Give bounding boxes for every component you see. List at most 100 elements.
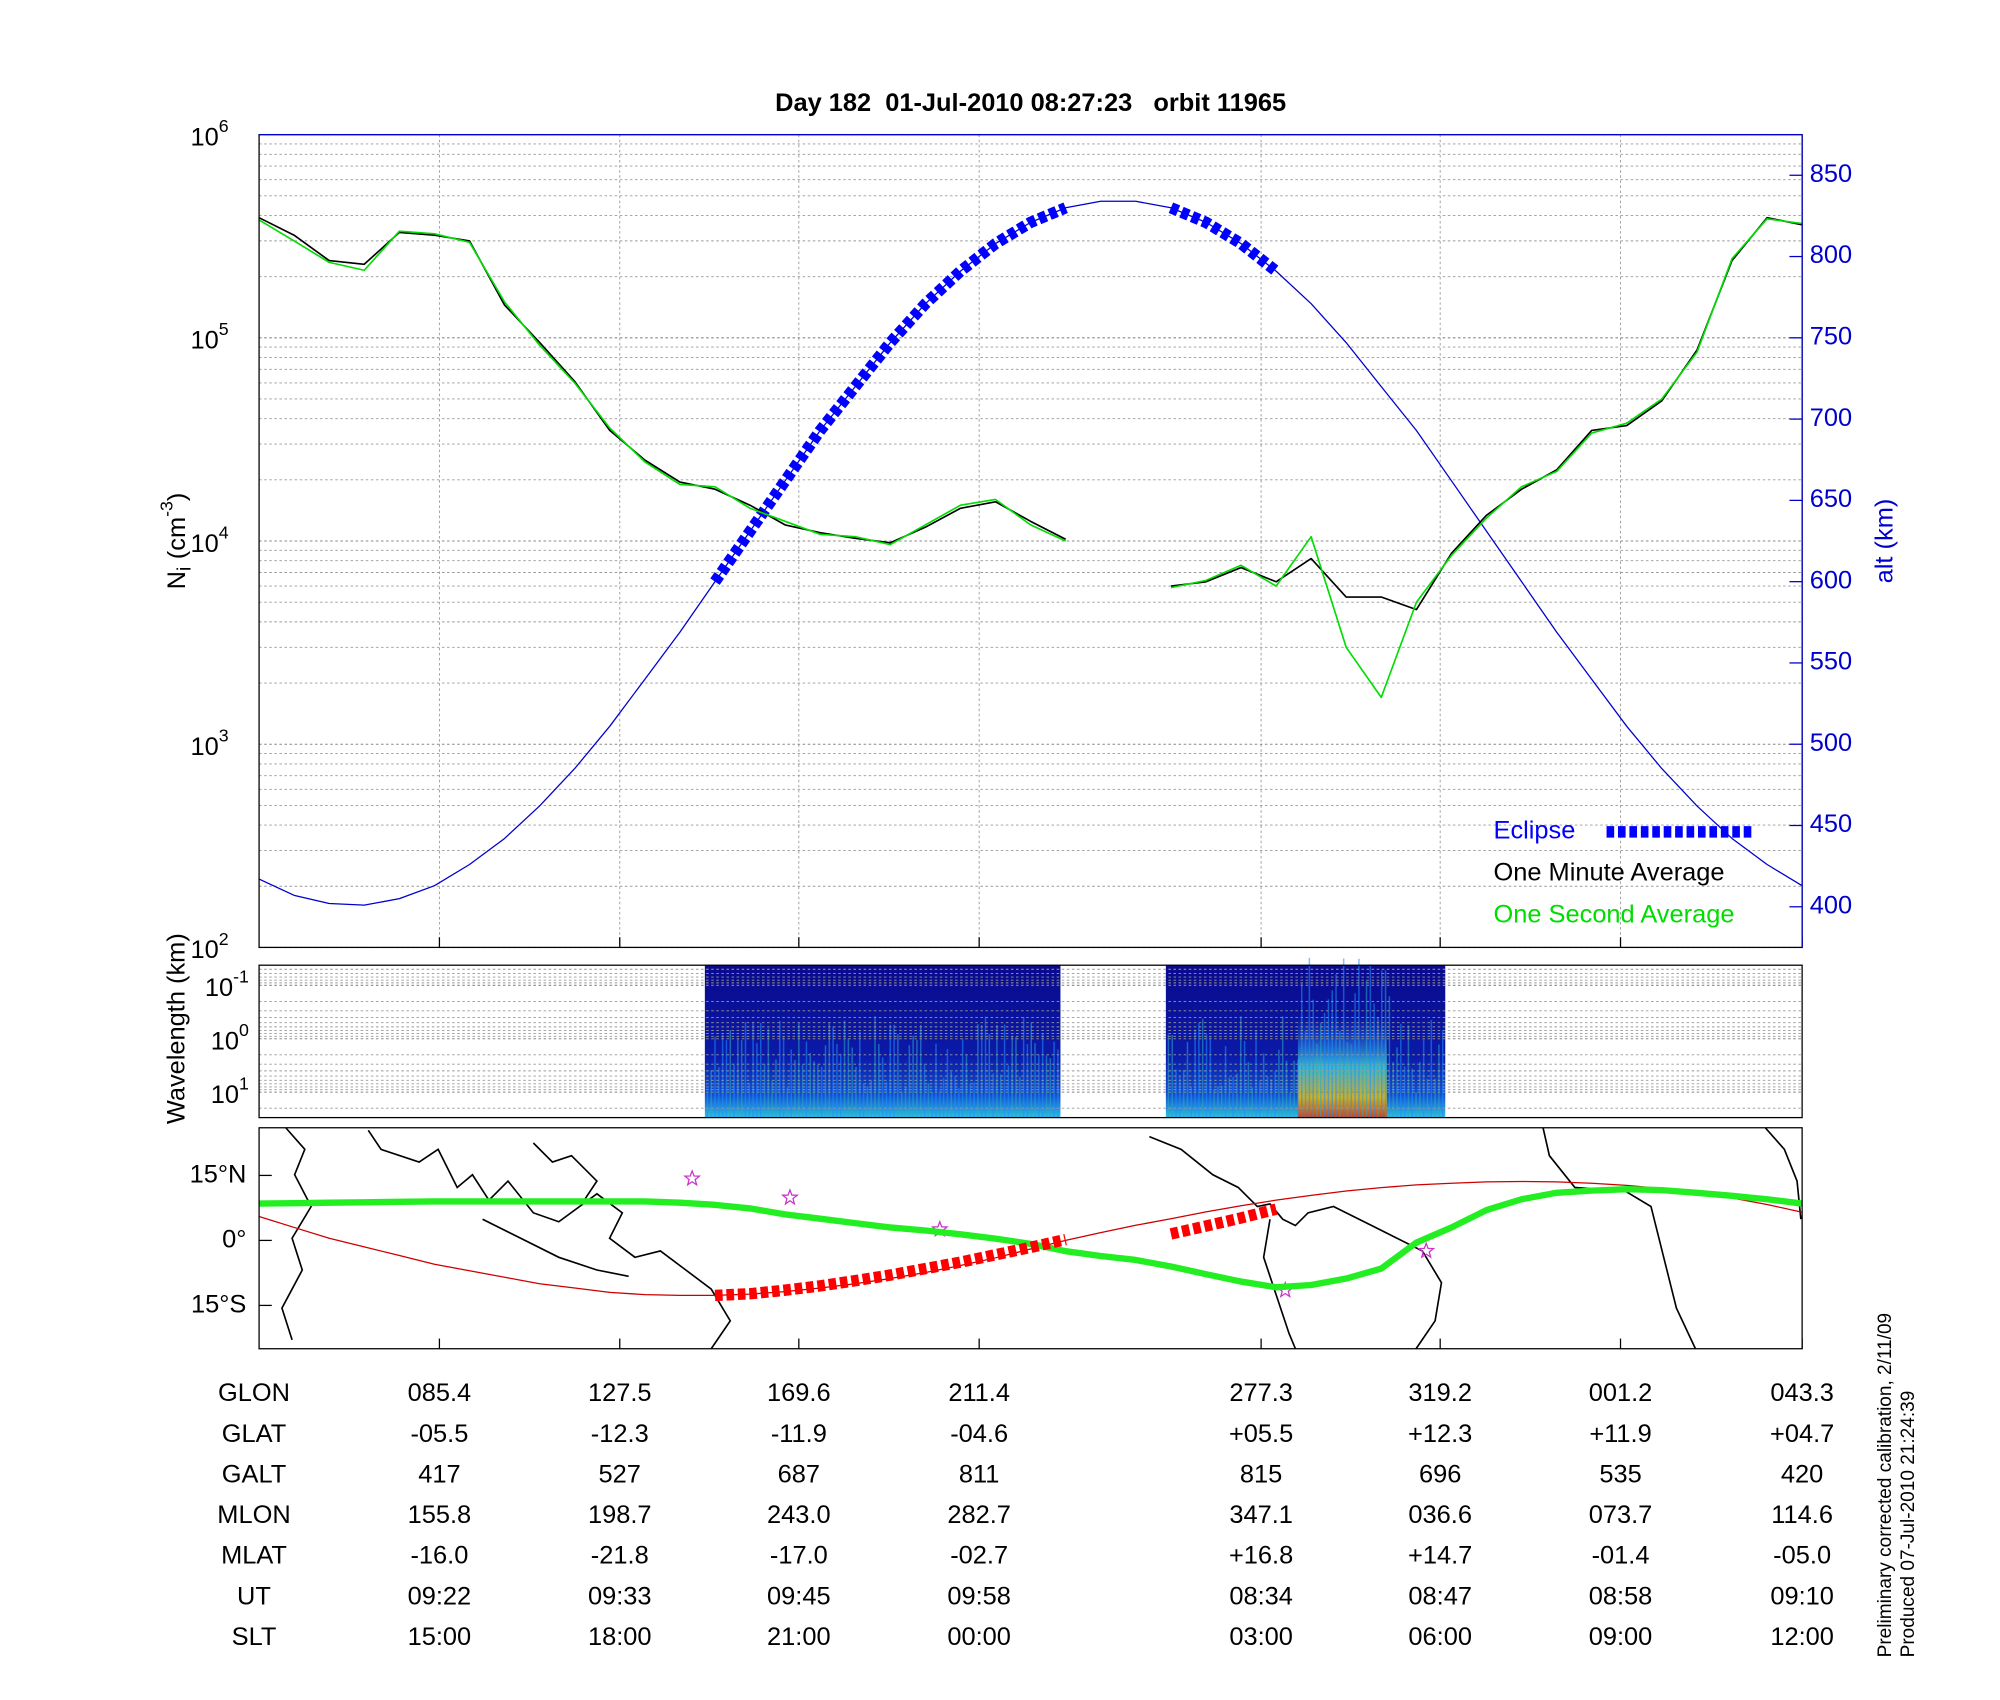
tick-label-base: 10 [190,733,218,761]
tick-label: 102 [190,928,228,963]
cell: -05.0 [1773,1542,1831,1570]
panel-frame [258,964,1803,1119]
coast [281,1127,313,1341]
tick-label: 101 [211,1073,249,1108]
legend-label: One Minute Average [1494,858,1725,886]
tick-label: 104 [190,522,228,557]
label-part: (cm [163,517,191,559]
cell: 243.0 [767,1501,831,1529]
cell: 815 [1240,1460,1282,1488]
cell: 198.7 [588,1501,652,1529]
tick-label: 700 [1810,404,1852,432]
series-line [714,1203,1278,1302]
tick-label: 105 [190,319,228,354]
cell: -12.3 [591,1420,649,1448]
cell: 03:00 [1229,1623,1293,1651]
cell: -05.5 [410,1420,468,1448]
panel-frame [258,1127,1803,1350]
cell: 06:00 [1408,1623,1472,1651]
tick-label: 15°S [191,1290,246,1318]
plot-area: 1021031041051064004505005506006507007508… [156,89,1919,1658]
cell: 09:00 [1589,1623,1653,1651]
cell: +05.5 [1229,1420,1293,1448]
cell: +04.7 [1770,1420,1834,1448]
tick-label: 103 [190,725,228,760]
series-line [258,1180,1803,1297]
y-axis-label: Ni (cm-3) [156,493,195,590]
tick-label-base: 0° [222,1225,246,1253]
tick-label: 800 [1810,241,1852,269]
row-label: GLAT [222,1420,286,1448]
label-part: N [163,571,191,589]
cell: -21.8 [591,1542,649,1570]
cell: -11.9 [771,1420,827,1448]
tick-label: 10-1 [205,966,249,1001]
row-label: SLT [232,1623,277,1651]
cell: 169.6 [767,1379,831,1407]
cell: 12:00 [1770,1623,1834,1651]
footnote: Preliminary corrected calibration, 2/11/… [1875,1313,1896,1657]
cell: -02.7 [950,1542,1008,1570]
tick-label: 850 [1810,160,1852,188]
cell: 036.6 [1408,1501,1472,1529]
tick-label: 0° [222,1225,246,1253]
series-line [258,200,1803,906]
series-line [710,202,1280,585]
cell: -04.6 [950,1420,1008,1448]
row-label: GALT [222,1460,286,1488]
tick-label: 15°N [190,1160,247,1188]
tick-label: 400 [1810,891,1852,919]
spectrogram [704,957,1446,1118]
tick-label-exponent: 2 [219,928,229,948]
cell: 155.8 [408,1501,472,1529]
tick-label: 100 [211,1020,249,1055]
cell: 211.4 [948,1379,1010,1407]
cell: 21:00 [767,1623,831,1651]
tick-label-base: 15°S [191,1290,246,1318]
legend-label: One Second Average [1494,900,1735,928]
cell: +14.7 [1408,1542,1472,1570]
tick-label: 106 [190,116,228,151]
cell: 277.3 [1229,1379,1293,1407]
tick-label-exponent: 4 [219,522,229,542]
coast [532,1142,598,1201]
cell: 687 [778,1460,820,1488]
tick-label: 450 [1810,810,1852,838]
cell: 696 [1419,1460,1461,1488]
tick-label-exponent: 3 [219,725,229,745]
cell: -01.4 [1592,1542,1650,1570]
cell: 127.5 [588,1379,652,1407]
cell: 282.7 [947,1501,1011,1529]
cell: 417 [418,1460,460,1488]
footnote: Produced 07-Jul-2010 21:24:39 [1898,1391,1919,1658]
tick-label-exponent: 1 [239,1073,249,1093]
cell: 15:00 [408,1623,472,1651]
cell: 09:33 [588,1582,652,1610]
tick-label-base: 10 [205,974,233,1002]
y2-axis-label: alt (km) [1871,499,1899,584]
cell: 319.2 [1408,1379,1472,1407]
cell: +16.8 [1229,1542,1293,1570]
cell: 535 [1599,1460,1641,1488]
label-part: ) [163,493,191,501]
cell: 527 [599,1460,641,1488]
coastlines [281,1127,1802,1350]
tick-label-base: 10 [211,1027,239,1055]
tick-label: 650 [1810,485,1852,513]
cell: 18:00 [588,1623,652,1651]
tick-label: 550 [1810,648,1852,676]
cell: 08:58 [1589,1582,1653,1610]
tick-label-base: 15°N [190,1160,247,1188]
cell: 08:47 [1408,1582,1472,1610]
star [683,1169,702,1187]
label-part: -3 [156,501,176,517]
cell: -17.0 [770,1542,828,1570]
tick-label: 600 [1810,566,1852,594]
cell: 00:00 [947,1623,1011,1651]
cell: +12.3 [1408,1420,1472,1448]
star [780,1188,799,1206]
tick-label-base: 10 [190,123,218,151]
coast [1262,1219,1297,1350]
cell: 043.3 [1770,1379,1834,1407]
